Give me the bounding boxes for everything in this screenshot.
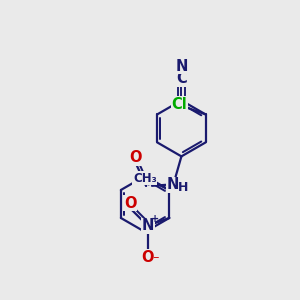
- Text: C: C: [176, 71, 187, 86]
- Text: N: N: [175, 58, 188, 74]
- Text: ⁻: ⁻: [152, 254, 159, 267]
- Text: O: O: [129, 150, 142, 165]
- Text: Cl: Cl: [171, 97, 187, 112]
- Text: CH₃: CH₃: [133, 172, 157, 185]
- Text: O: O: [124, 196, 136, 211]
- Text: H: H: [178, 181, 189, 194]
- Text: O: O: [142, 250, 154, 265]
- Text: N: N: [142, 218, 154, 233]
- Text: N: N: [167, 177, 179, 192]
- Text: +: +: [151, 214, 159, 224]
